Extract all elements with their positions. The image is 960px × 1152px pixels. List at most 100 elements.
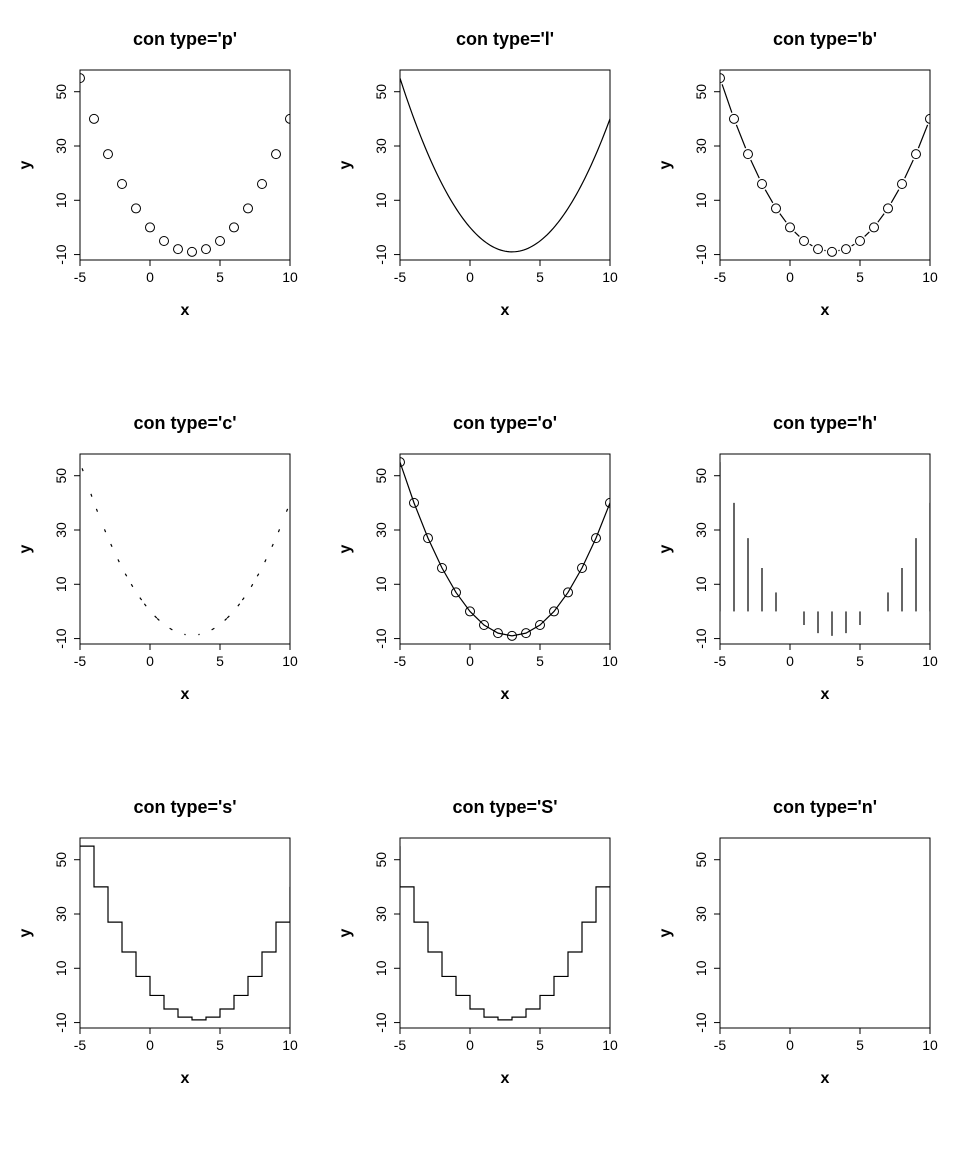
y-tick-label: 30	[373, 522, 389, 538]
y-tick-label: 50	[373, 468, 389, 484]
plot-title: con type='S'	[452, 797, 557, 817]
x-axis-label: x	[181, 302, 190, 319]
x-tick-label: 10	[922, 1037, 938, 1053]
data-series	[80, 846, 290, 1020]
y-tick-label: -10	[693, 1012, 709, 1032]
plot-panel: con type='p'-50510-10103050xy	[0, 0, 320, 384]
y-tick-label: 10	[53, 576, 69, 592]
plot-panel: con type='c'-50510-10103050xy	[0, 384, 320, 768]
y-axis-label: y	[657, 544, 674, 553]
y-tick-label: 10	[693, 192, 709, 208]
y-tick-label: 50	[693, 468, 709, 484]
x-tick-label: 5	[856, 1037, 864, 1053]
x-tick-label: 10	[922, 653, 938, 669]
y-tick-label: 30	[53, 522, 69, 538]
y-tick-label: 30	[693, 906, 709, 922]
data-series	[720, 462, 930, 636]
x-tick-label: 5	[216, 653, 224, 669]
x-axis-label: x	[821, 302, 830, 319]
x-tick-label: 0	[146, 653, 154, 669]
plot-panel: con type='b'-50510-10103050xy	[640, 0, 960, 384]
panel: con type='s'-50510-10103050xy	[0, 768, 320, 1152]
panel: con type='o'-50510-10103050xy	[320, 384, 640, 768]
x-tick-label: 0	[146, 269, 154, 285]
y-tick-label: 30	[693, 138, 709, 154]
plot-panel: con type='h'-50510-10103050xy	[640, 384, 960, 768]
y-tick-label: 10	[373, 576, 389, 592]
y-tick-label: 30	[373, 906, 389, 922]
x-tick-label: -5	[714, 1037, 727, 1053]
y-axis-label: y	[17, 928, 34, 937]
data-series	[716, 74, 935, 257]
plot-title: con type='c'	[133, 413, 236, 433]
y-tick-label: -10	[693, 244, 709, 264]
y-tick-label: -10	[373, 244, 389, 264]
y-tick-label: 30	[693, 522, 709, 538]
y-tick-label: 10	[373, 960, 389, 976]
x-tick-label: -5	[714, 653, 727, 669]
panel: con type='b'-50510-10103050xy	[640, 0, 960, 384]
data-series	[400, 846, 610, 1020]
x-tick-label: 0	[786, 1037, 794, 1053]
y-axis-label: y	[337, 160, 354, 169]
plot-border	[80, 454, 290, 644]
x-tick-label: 5	[536, 1037, 544, 1053]
data-series	[82, 468, 287, 634]
x-tick-label: 10	[602, 1037, 618, 1053]
x-tick-label: 5	[856, 269, 864, 285]
plot-border	[720, 70, 930, 260]
x-tick-label: 0	[466, 1037, 474, 1053]
x-tick-label: 5	[216, 269, 224, 285]
plot-border	[400, 70, 610, 260]
y-tick-label: 10	[693, 960, 709, 976]
x-tick-label: -5	[714, 269, 727, 285]
plot-panel: con type='S'-50510-10103050xy	[320, 768, 640, 1152]
y-tick-label: -10	[53, 628, 69, 648]
x-tick-label: -5	[394, 269, 407, 285]
x-tick-label: 10	[602, 269, 618, 285]
x-tick-label: 0	[786, 269, 794, 285]
plot-border	[80, 70, 290, 260]
y-tick-label: 10	[373, 192, 389, 208]
data-series	[400, 78, 610, 252]
plot-title: con type='h'	[773, 413, 877, 433]
x-tick-label: 0	[146, 1037, 154, 1053]
x-tick-label: 10	[922, 269, 938, 285]
data-series	[396, 458, 615, 641]
y-tick-label: -10	[53, 244, 69, 264]
y-tick-label: 10	[53, 192, 69, 208]
plot-title: con type='l'	[456, 29, 554, 49]
y-tick-label: 50	[53, 852, 69, 868]
x-tick-label: 10	[282, 1037, 298, 1053]
x-axis-label: x	[501, 1070, 510, 1087]
panel: con type='c'-50510-10103050xy	[0, 384, 320, 768]
plot-title: con type='n'	[773, 797, 877, 817]
x-tick-label: -5	[74, 1037, 87, 1053]
plot-panel: con type='n'-50510-10103050xy	[640, 768, 960, 1152]
y-tick-label: 50	[693, 852, 709, 868]
x-axis-label: x	[501, 686, 510, 703]
y-tick-label: 50	[373, 852, 389, 868]
plot-title: con type='o'	[453, 413, 557, 433]
y-tick-label: 30	[53, 906, 69, 922]
plot-panel: con type='s'-50510-10103050xy	[0, 768, 320, 1152]
y-tick-label: 30	[53, 138, 69, 154]
panel: con type='l'-50510-10103050xy	[320, 0, 640, 384]
x-tick-label: 5	[536, 653, 544, 669]
x-axis-label: x	[181, 686, 190, 703]
panel: con type='n'-50510-10103050xy	[640, 768, 960, 1152]
panel: con type='S'-50510-10103050xy	[320, 768, 640, 1152]
plot-border	[400, 454, 610, 644]
x-tick-label: -5	[74, 653, 87, 669]
plot-border	[80, 838, 290, 1028]
x-tick-label: 5	[536, 269, 544, 285]
y-axis-label: y	[17, 160, 34, 169]
plot-title: con type='p'	[133, 29, 237, 49]
y-tick-label: -10	[373, 628, 389, 648]
x-tick-label: 10	[602, 653, 618, 669]
y-tick-label: 50	[53, 468, 69, 484]
x-tick-label: -5	[394, 1037, 407, 1053]
y-axis-label: y	[337, 544, 354, 553]
plot-title: con type='b'	[773, 29, 877, 49]
y-tick-label: -10	[373, 1012, 389, 1032]
